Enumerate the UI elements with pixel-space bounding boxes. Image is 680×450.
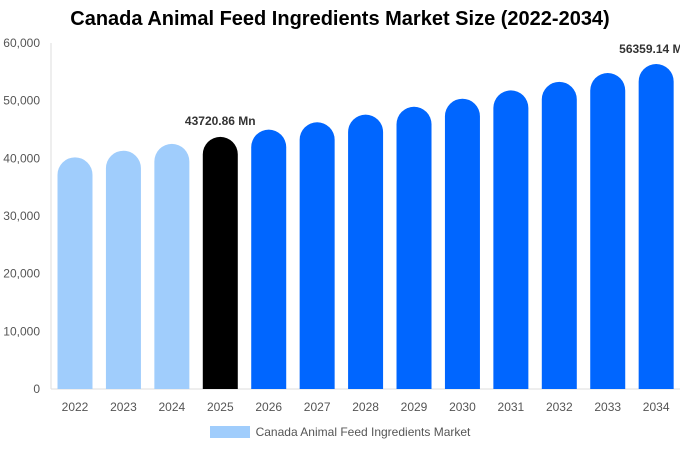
bar-2027 bbox=[299, 122, 335, 390]
x-tick-label: 2032 bbox=[546, 400, 573, 414]
y-tick-label: 20,000 bbox=[3, 267, 40, 281]
x-tick-label: 2027 bbox=[304, 400, 331, 414]
bar-2033 bbox=[590, 73, 626, 389]
x-tick-label: 2024 bbox=[159, 400, 186, 414]
bar-2032 bbox=[541, 81, 577, 389]
x-tick-label: 2026 bbox=[255, 400, 282, 414]
bar-2028 bbox=[348, 114, 384, 389]
bar-2030 bbox=[444, 98, 480, 390]
x-tick-label: 2029 bbox=[401, 400, 428, 414]
bar-chart: 0 10,000 20,000 30,000 40,000 50,000 60,000 202… bbox=[3, 36, 680, 414]
x-tick-label: 2023 bbox=[110, 400, 137, 414]
x-tick-label: 2030 bbox=[449, 400, 476, 414]
x-tick-label: 2031 bbox=[498, 400, 525, 414]
bar-2034 bbox=[638, 63, 674, 389]
x-tick-label: 2025 bbox=[207, 400, 234, 414]
x-tick-label: 2033 bbox=[594, 400, 621, 414]
bar-2025 bbox=[202, 136, 238, 389]
y-tick-label: 10,000 bbox=[3, 324, 40, 338]
y-tick-label: 0 bbox=[33, 382, 40, 396]
y-tick-label: 30,000 bbox=[3, 209, 40, 223]
bar-2023 bbox=[105, 150, 141, 389]
y-tick-label: 50,000 bbox=[3, 94, 40, 108]
legend-label: Canada Animal Feed Ingredients Market bbox=[255, 425, 471, 439]
bar-2024 bbox=[154, 143, 190, 389]
bar-2022 bbox=[57, 157, 93, 389]
bar-2031 bbox=[493, 90, 529, 389]
bar-2026 bbox=[251, 129, 287, 389]
y-tick-label: 60,000 bbox=[3, 36, 40, 50]
data-label-2034: 56359.14 Mn bbox=[619, 42, 680, 56]
chart-title: Canada Animal Feed Ingredients Market Si… bbox=[70, 8, 610, 30]
data-label-2025: 43720.86 Mn bbox=[185, 114, 256, 128]
x-tick-label: 2028 bbox=[352, 400, 379, 414]
legend-swatch bbox=[209, 426, 250, 438]
bar-2029 bbox=[396, 106, 432, 390]
x-tick-label: 2022 bbox=[62, 400, 89, 414]
x-tick-label: 2034 bbox=[643, 400, 670, 414]
legend: Canada Animal Feed Ingredients Market bbox=[0, 425, 680, 439]
y-tick-label: 40,000 bbox=[3, 151, 40, 165]
